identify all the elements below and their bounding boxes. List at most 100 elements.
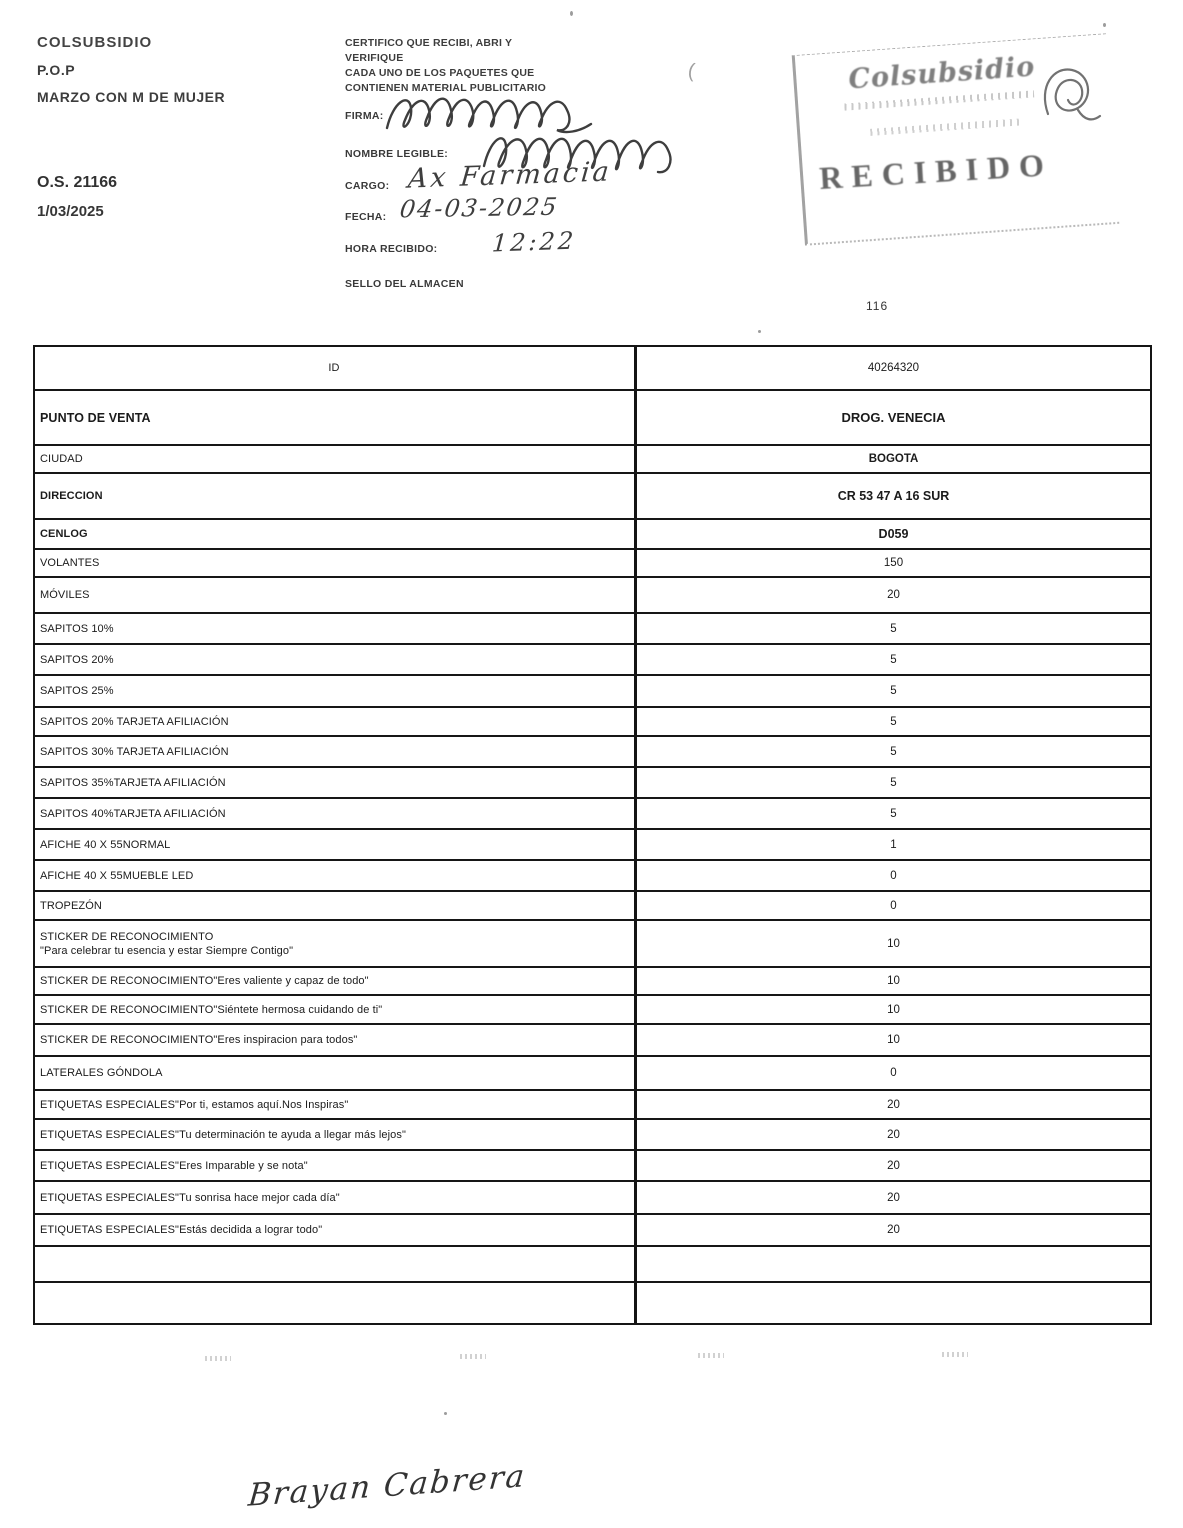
row-value: 5 (637, 676, 1150, 706)
signature-scrawl (385, 97, 593, 134)
material-type: P.O.P (37, 62, 76, 78)
table-row: STICKER DE RECONOCIMIENTO"Siéntete hermo… (35, 996, 1150, 1025)
row-label: ID (35, 347, 637, 389)
row-value-text: 5 (890, 745, 897, 758)
row-value-text: 20 (887, 1224, 900, 1236)
row-label-text: ID (328, 362, 340, 374)
field-label-sello-almacen: SELLO DEL ALMACEN (345, 278, 464, 290)
row-label: VOLANTES (35, 550, 637, 576)
row-label-text: STICKER DE RECONOCIMIENTO (40, 930, 214, 943)
row-label-text: SAPITOS 35%TARJETA AFILIACIÓN (40, 776, 226, 789)
row-label-text-line2: "Para celebrar tu esencia y estar Siempr… (40, 944, 294, 957)
row-label: AFICHE 40 X 55NORMAL (35, 830, 637, 859)
row-value-text: D059 (878, 527, 909, 541)
statement-line: CADA UNO DE LOS PAQUETES QUE (345, 67, 535, 79)
table-row: TROPEZÓN 0 (35, 892, 1150, 921)
row-value: 5 (637, 614, 1150, 643)
table-row (35, 1247, 1150, 1283)
row-label-text: CENLOG (40, 528, 88, 540)
row-label-text: SAPITOS 25% (40, 685, 114, 697)
row-label: SAPITOS 30% TARJETA AFILIACIÓN (35, 737, 637, 766)
row-label-text: STICKER DE RECONOCIMIENTO"Eres valiente … (40, 975, 369, 987)
row-label-text: STICKER DE RECONOCIMIENTO"Siéntete hermo… (40, 1003, 383, 1016)
row-label: SAPITOS 20% (35, 645, 637, 674)
row-value: 10 (637, 996, 1150, 1023)
handwritten-cargo: Ax Farmacia (406, 156, 614, 195)
row-label (35, 1247, 637, 1281)
row-label: STICKER DE RECONOCIMIENTO"Eres valiente … (35, 968, 637, 994)
handwritten-flourish (1043, 68, 1102, 121)
row-value-text: 1 (890, 838, 897, 851)
row-label-text: ETIQUETAS ESPECIALES"Estás decidida a lo… (40, 1224, 323, 1236)
table-row: LATERALES GÓNDOLA 0 (35, 1057, 1150, 1091)
row-label-text: DIRECCION (40, 490, 103, 502)
row-label-text: CIUDAD (40, 453, 83, 465)
row-label: LATERALES GÓNDOLA (35, 1057, 637, 1089)
row-value-text: 5 (890, 776, 897, 789)
table-row: STICKER DE RECONOCIMIENTO"Eres inspiraci… (35, 1025, 1150, 1057)
scan-smudge (205, 1356, 231, 1361)
row-value: 0 (637, 861, 1150, 890)
row-label: ETIQUETAS ESPECIALES"Por ti, estamos aqu… (35, 1091, 637, 1118)
field-label-cargo: CARGO: (345, 180, 390, 192)
row-label: SAPITOS 20% TARJETA AFILIACIÓN (35, 708, 637, 735)
table-row: STICKER DE RECONOCIMIENTO"Eres valiente … (35, 968, 1150, 996)
company-name: COLSUBSIDIO (37, 34, 153, 51)
row-value-text: BOGOTA (868, 453, 919, 465)
row-label: STICKER DE RECONOCIMIENTO"Siéntete hermo… (35, 996, 637, 1023)
row-label-text: AFICHE 40 X 55MUEBLE LED (40, 869, 194, 882)
row-value: 20 (637, 578, 1150, 612)
field-label-nombre-legible: NOMBRE LEGIBLE: (345, 148, 449, 160)
row-label: CENLOG (35, 520, 637, 548)
row-label: SAPITOS 35%TARJETA AFILIACIÓN (35, 768, 637, 797)
row-value-text: 150 (883, 557, 904, 569)
row-label (35, 1283, 637, 1323)
row-value: 20 (637, 1182, 1150, 1213)
table-row: SAPITOS 30% TARJETA AFILIACIÓN 5 (35, 737, 1150, 768)
row-value: 5 (637, 768, 1150, 797)
handwritten-fecha: 04-03-2025 (398, 192, 561, 224)
row-label-text: STICKER DE RECONOCIMIENTO"Eres inspiraci… (40, 1034, 358, 1046)
row-label-text: ETIQUETAS ESPECIALES"Tu sonrisa hace mej… (40, 1191, 340, 1204)
row-label-text: AFICHE 40 X 55NORMAL (40, 838, 171, 851)
row-label-text: ETIQUETAS ESPECIALES"Tu determinación te… (40, 1128, 406, 1141)
row-value-text: 40264320 (867, 362, 920, 374)
row-value (637, 1247, 1150, 1281)
statement-line: CONTIENEN MATERIAL PUBLICITARIO (345, 82, 547, 94)
table-row: CENLOG D059 (35, 520, 1150, 550)
table-row: AFICHE 40 X 55MUEBLE LED 0 (35, 861, 1150, 892)
table-row: ETIQUETAS ESPECIALES"Tu sonrisa hace mej… (35, 1182, 1150, 1215)
row-value: 5 (637, 708, 1150, 735)
stray-ink-mark: ( (686, 59, 697, 83)
scan-smudge (698, 1353, 724, 1358)
table-row: ETIQUETAS ESPECIALES"Eres Imparable y se… (35, 1151, 1150, 1182)
table-row: SAPITOS 40%TARJETA AFILIACIÓN 5 (35, 799, 1150, 830)
row-label-text: VOLANTES (40, 557, 100, 569)
row-value-text: 10 (887, 1034, 900, 1046)
page-number: 116 (866, 299, 889, 313)
row-label-text: MÓVILES (40, 589, 90, 601)
row-label-text: PUNTO DE VENTA (40, 410, 151, 425)
row-label: DIRECCION (35, 474, 637, 518)
legible-name-scrawl (482, 137, 672, 174)
table-row: DIRECCION CR 53 47 A 16 SUR (35, 474, 1150, 520)
order-date: 1/03/2025 (37, 203, 104, 220)
table-row: ETIQUETAS ESPECIALES"Tu determinación te… (35, 1120, 1150, 1151)
row-value: 10 (637, 968, 1150, 994)
materials-table: ID 40264320 PUNTO DE VENTA DROG. VENECIA CIU… (33, 345, 1152, 1325)
table-row: AFICHE 40 X 55NORMAL 1 (35, 830, 1150, 861)
scan-speck (444, 1412, 447, 1415)
field-label-firma: FIRMA: (345, 110, 384, 122)
row-label-text: SAPITOS 10% (40, 622, 114, 635)
row-value-text: 20 (887, 589, 900, 601)
row-value: BOGOTA (637, 446, 1150, 472)
table-row: SAPITOS 20% TARJETA AFILIACIÓN 5 (35, 708, 1150, 737)
row-value: 20 (637, 1151, 1150, 1180)
table-row: SAPITOS 20% 5 (35, 645, 1150, 676)
header-left-block: COLSUBSIDIO P.O.P MARZO CON M DE MUJER (37, 34, 225, 105)
row-value-text: 20 (887, 1159, 900, 1172)
row-label: ETIQUETAS ESPECIALES"Tu sonrisa hace mej… (35, 1182, 637, 1213)
row-value-text: 10 (887, 1003, 900, 1016)
scan-speck (758, 330, 761, 333)
